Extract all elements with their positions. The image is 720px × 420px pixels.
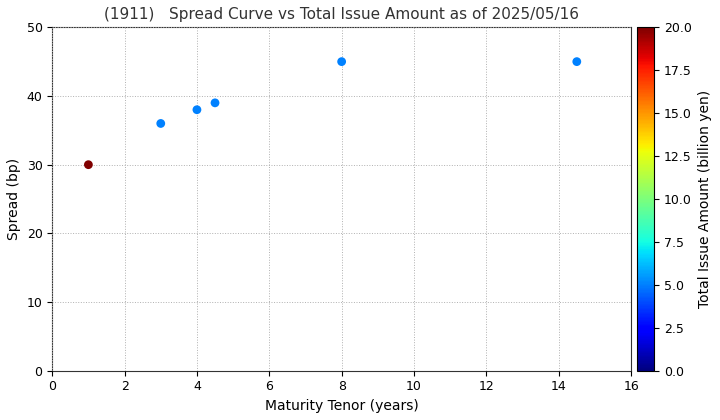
X-axis label: Maturity Tenor (years): Maturity Tenor (years) (265, 399, 418, 413)
Point (83, 161, 94, 168)
Point (571, 58, 582, 65)
Point (155, 120, 166, 127)
Y-axis label: Total Issue Amount (billion yen): Total Issue Amount (billion yen) (698, 90, 711, 308)
Point (336, 58, 348, 65)
Point (210, 100, 221, 106)
Point (192, 106, 203, 113)
Title: (1911)   Spread Curve vs Total Issue Amount as of 2025/05/16: (1911) Spread Curve vs Total Issue Amoun… (104, 7, 579, 22)
Y-axis label: Spread (bp): Spread (bp) (7, 158, 21, 240)
